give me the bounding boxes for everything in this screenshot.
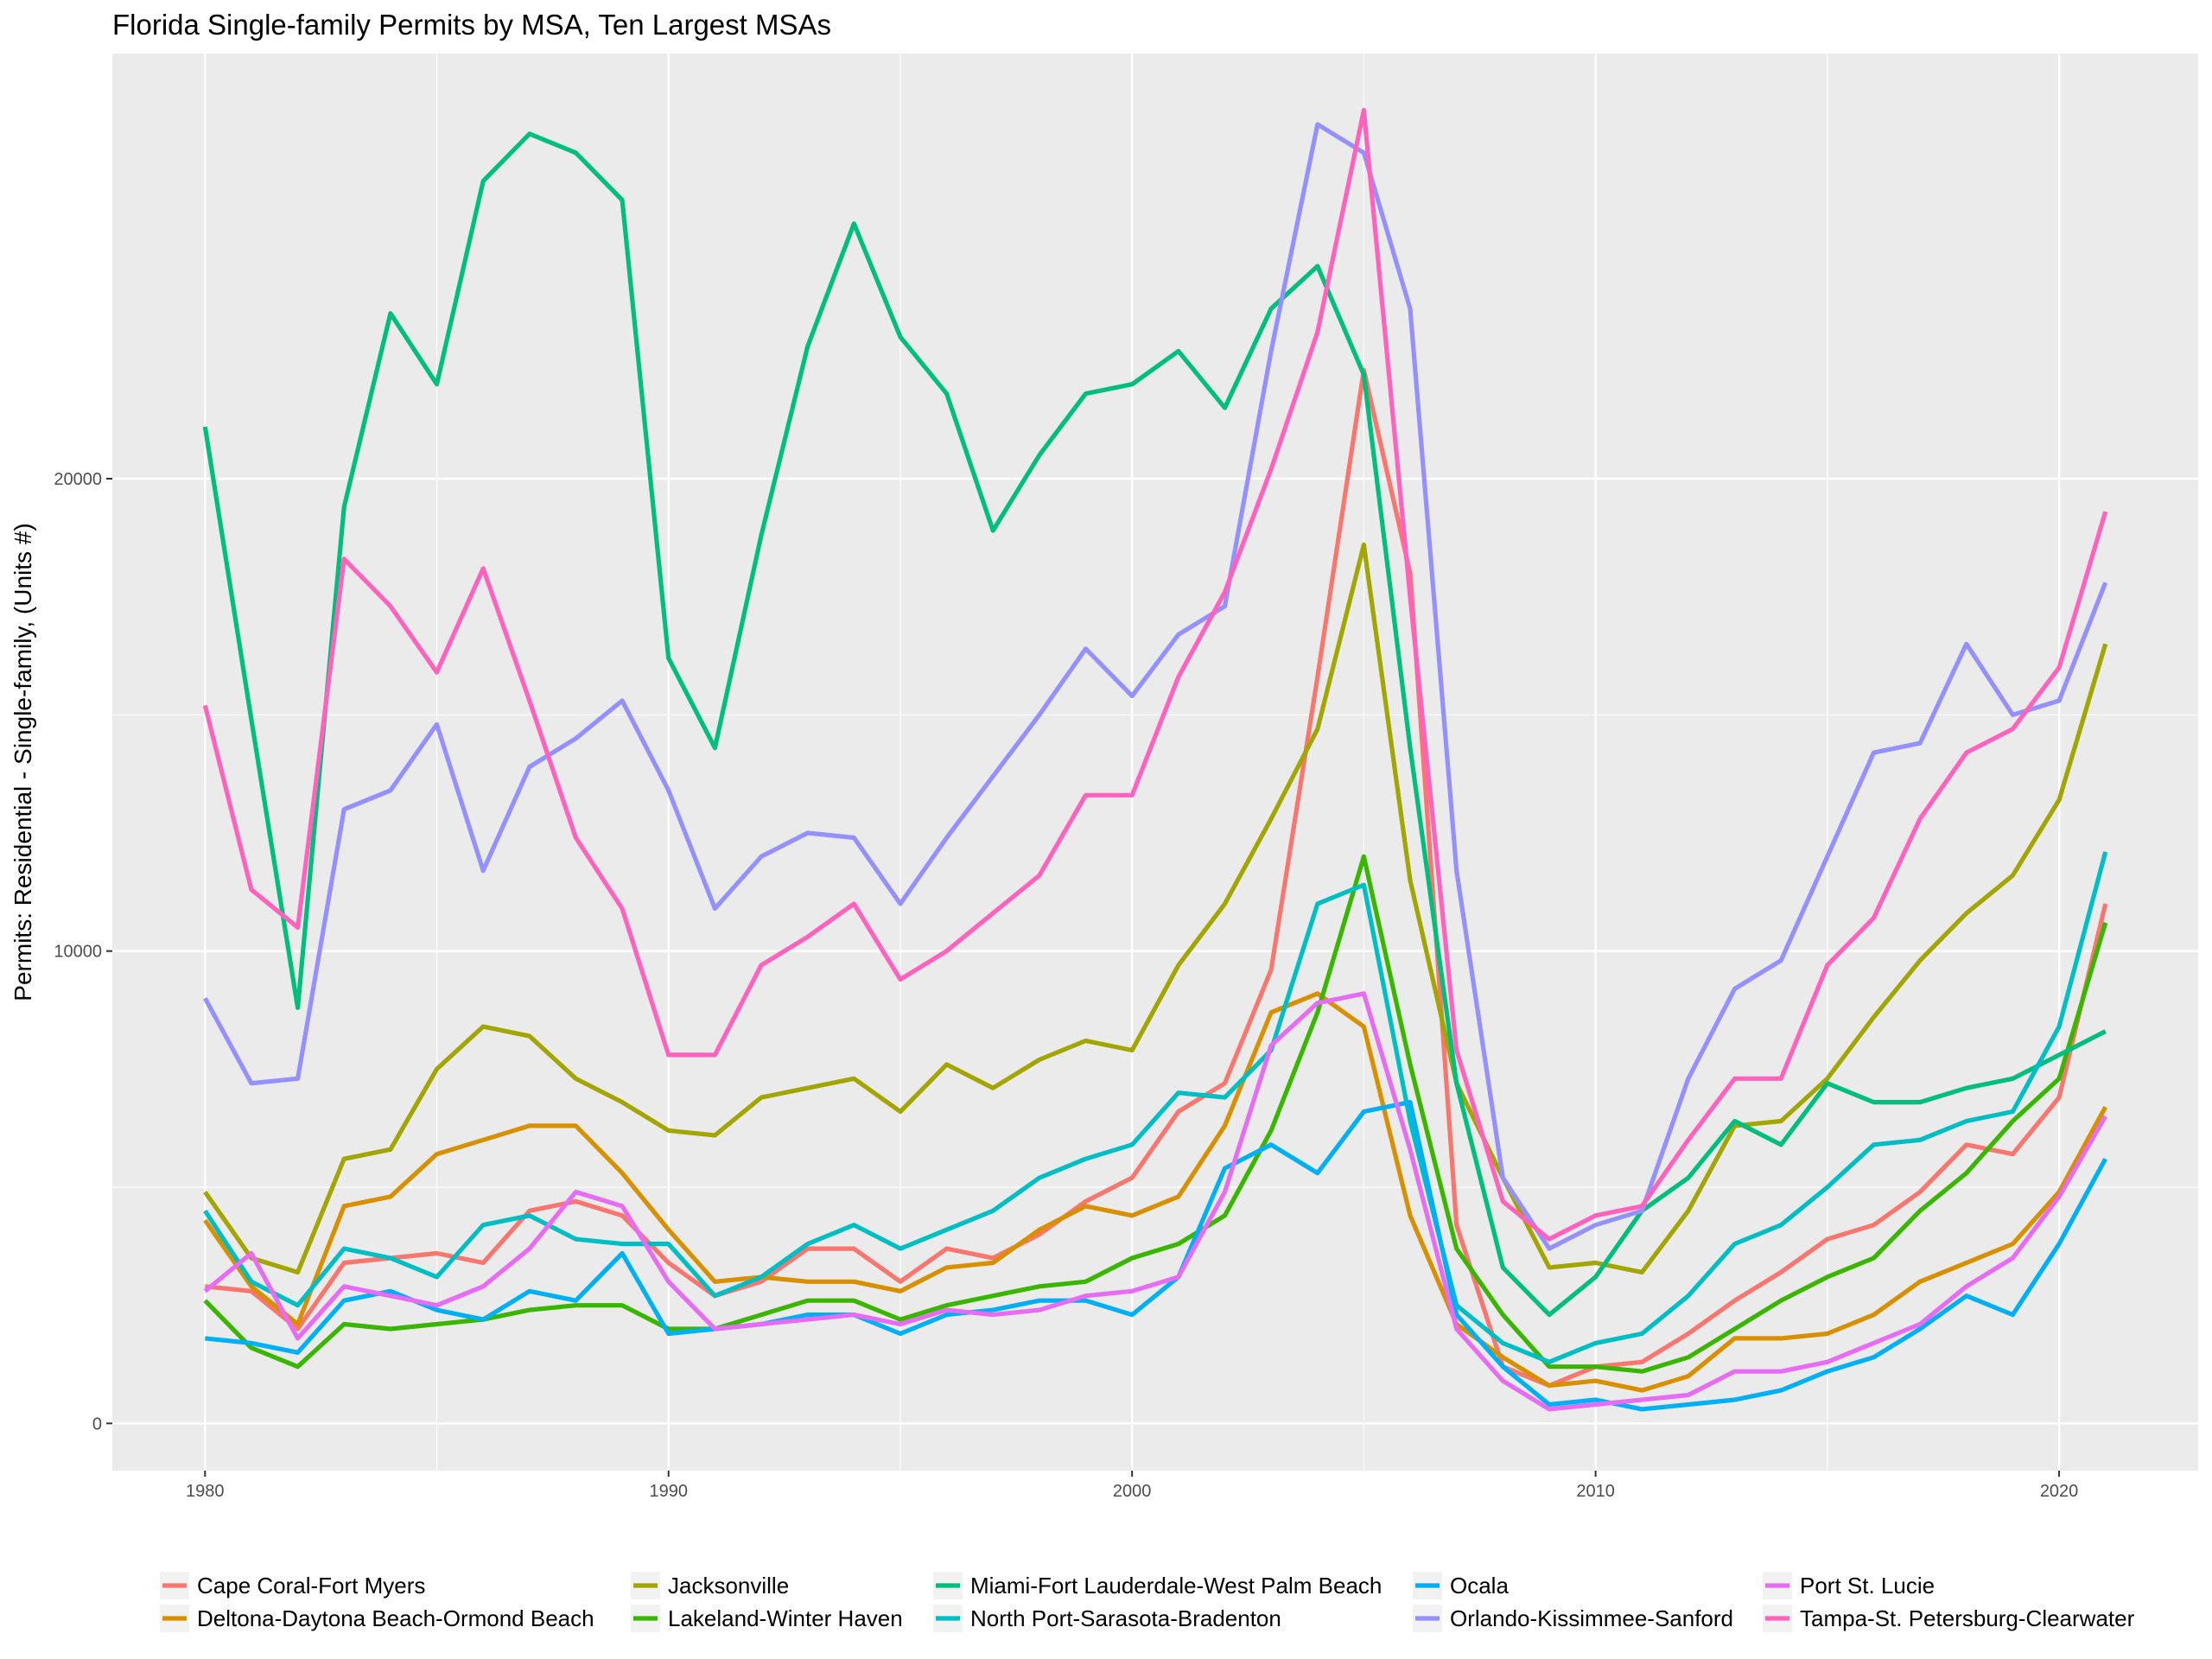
minor-gridlines [112,54,2198,1471]
legend-label: Orlando-Kissimmee-Sanford [1450,1605,1733,1631]
series-line-6 [203,851,2108,1364]
legend-label: Miami-Fort Lauderdale-West Palm Beach [970,1573,1382,1599]
legend-item: Cape Coral-Fort Myers [160,1572,425,1599]
x-tick-label: 2020 [2040,1482,2079,1501]
y-axis: 0 10000 20000 [54,470,112,1433]
legend-label: North Port-Sarasota-Bradenton [970,1605,1281,1631]
legend-item: Port St. Lucie [1763,1572,1935,1599]
x-tick-label: 1980 [186,1482,225,1501]
series-line-9 [203,991,2107,1412]
y-tick-label: 10000 [54,943,102,962]
legend-item: Tampa-St. Petersburg-Clearwater [1763,1605,2135,1632]
plot-panel [112,54,2198,1471]
series-line-3 [203,542,2108,1275]
legend-label: Jacksonville [668,1573,789,1599]
y-axis-label: Permits: Residential - Single-family, (U… [10,523,36,1001]
x-tick-label: 2010 [1576,1482,1615,1501]
legend-label: Deltona-Daytona Beach-Ormond Beach [197,1605,594,1631]
series-line-8 [203,122,2108,1251]
legend-item: Deltona-Daytona Beach-Ormond Beach [160,1605,594,1632]
series-line-1 [205,367,2108,1389]
legend-item: Lakeland-Winter Haven [631,1605,903,1632]
legend-label: Lakeland-Winter Haven [668,1605,903,1631]
legend-label: Tampa-St. Petersburg-Clearwater [1800,1605,2135,1631]
legend-item: Miami-Fort Lauderdale-West Palm Beach [933,1572,1382,1599]
series-lines [202,107,2108,1412]
legend-item: Ocala [1413,1572,1509,1599]
x-tick-label: 1990 [649,1482,688,1501]
legend-item: Jacksonville [631,1572,789,1599]
series-line-7 [205,1099,2107,1412]
y-tick-label: 0 [92,1414,102,1433]
x-tick-label: 2000 [1113,1482,1152,1501]
legend-label: Port St. Lucie [1800,1573,1935,1599]
series-line-5 [202,131,2107,1318]
series-line-2 [203,991,2107,1393]
legend-item: Orlando-Kissimmee-Sanford [1413,1605,1733,1632]
series-line-4 [203,854,2108,1374]
legend-label: Cape Coral-Fort Myers [197,1573,425,1599]
series-line-10 [202,107,2108,1242]
legend-label: Ocala [1450,1573,1509,1599]
legend-item: North Port-Sarasota-Bradenton [933,1605,1281,1632]
legend: Cape Coral-Fort Myers Deltona-Daytona Bea… [160,1572,2135,1632]
chart-title: Florida Single-family Permits by MSA, Te… [112,9,831,41]
x-axis: 1980 1990 2000 2010 2020 [186,1471,2078,1501]
y-tick-label: 20000 [54,470,102,489]
major-gridlines [112,54,2198,1471]
